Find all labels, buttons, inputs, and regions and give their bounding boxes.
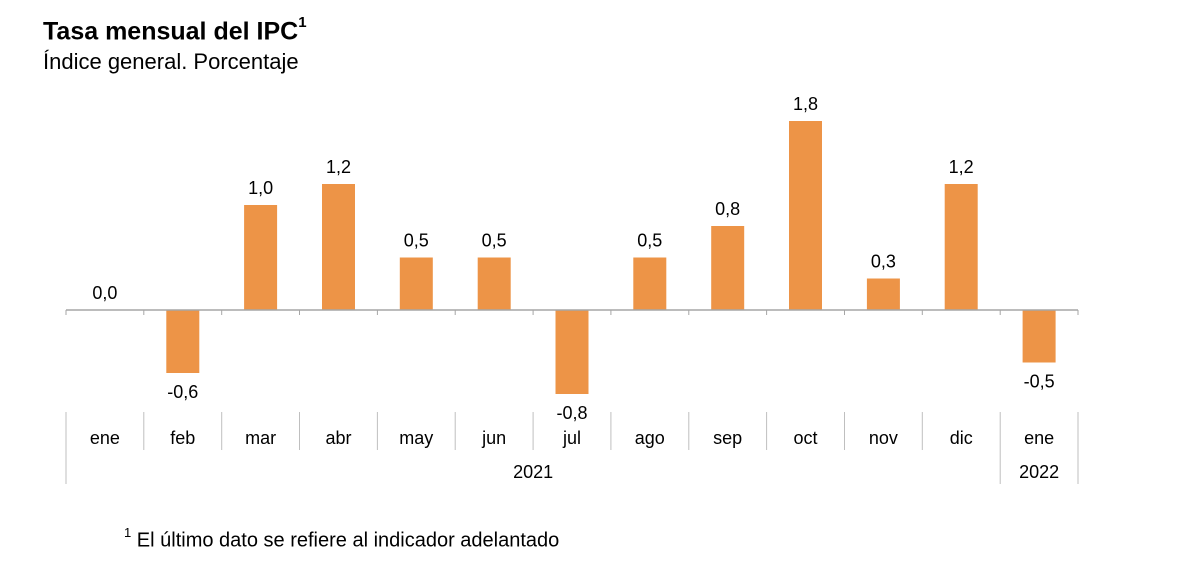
value-label-6: -0,8 bbox=[556, 403, 587, 423]
bar-ene-12 bbox=[1022, 310, 1056, 363]
bar-ago-7 bbox=[633, 257, 667, 310]
category-label-may-4: may bbox=[399, 428, 433, 448]
chart-title-superscript: 1 bbox=[298, 14, 307, 31]
value-label-10: 0,3 bbox=[871, 252, 896, 272]
value-label-4: 0,5 bbox=[404, 231, 429, 251]
bars-layer bbox=[166, 121, 1056, 394]
value-label-11: 1,2 bbox=[949, 157, 974, 177]
year-label-2022: 2022 bbox=[1019, 462, 1059, 482]
year-label-2021: 2021 bbox=[513, 462, 553, 482]
value-label-0: 0,0 bbox=[92, 283, 117, 303]
category-label-mar-2: mar bbox=[245, 428, 276, 448]
category-label-ene-0: ene bbox=[90, 428, 120, 448]
bar-nov-10 bbox=[866, 278, 900, 310]
value-label-5: 0,5 bbox=[482, 231, 507, 251]
category-label-sep-8: sep bbox=[713, 428, 742, 448]
category-label-oct-9: oct bbox=[793, 428, 817, 448]
value-label-12: -0,5 bbox=[1024, 372, 1055, 392]
bar-mar-2 bbox=[244, 205, 278, 310]
footnote-marker: 1 bbox=[124, 525, 132, 540]
value-label-9: 1,8 bbox=[793, 94, 818, 114]
value-label-3: 1,2 bbox=[326, 157, 351, 177]
category-label-jun-5: jun bbox=[481, 428, 506, 448]
value-labels-layer: 0,0 -0,6 1,0 1,2 0,5 0,5 -0,8 0,5 0,8 1,8 0,3 1,2 -0… bbox=[92, 94, 1054, 423]
bar-abr-3 bbox=[322, 184, 355, 310]
category-label-jul-6: jul bbox=[562, 428, 581, 448]
bar-sep-8 bbox=[711, 226, 745, 310]
value-label-7: 0,5 bbox=[637, 231, 662, 251]
category-label-dic-11: dic bbox=[950, 428, 973, 448]
category-label-ago-7: ago bbox=[635, 428, 665, 448]
bar-oct-9 bbox=[789, 121, 822, 310]
category-label-ene-12: ene bbox=[1024, 428, 1054, 448]
value-label-2: 1,0 bbox=[248, 178, 273, 198]
category-label-feb-1: feb bbox=[170, 428, 195, 448]
bar-dic-11 bbox=[944, 184, 978, 310]
category-label-nov-10: nov bbox=[869, 428, 898, 448]
value-label-8: 0,8 bbox=[715, 199, 740, 219]
axis-layer: ene feb mar abr may jun jul ago sep oct nov dic ene 2… bbox=[65, 309, 1079, 484]
bar-jul-6 bbox=[555, 310, 589, 394]
value-label-1: -0,6 bbox=[167, 382, 198, 402]
chart-title: Tasa mensual del IPC1 bbox=[43, 14, 307, 46]
footnote-text: El último dato se refiere al indicador a… bbox=[136, 529, 560, 552]
bar-feb-1 bbox=[166, 310, 200, 373]
footnote: 1 El último dato se refiere al indicador… bbox=[124, 525, 560, 553]
chart-title-text: Tasa mensual del IPC bbox=[43, 17, 299, 46]
chart-subtitle: Índice general. Porcentaje bbox=[43, 49, 299, 74]
bar-may-4 bbox=[399, 257, 433, 310]
bar-jun-5 bbox=[477, 257, 511, 310]
category-label-abr-3: abr bbox=[325, 428, 351, 448]
